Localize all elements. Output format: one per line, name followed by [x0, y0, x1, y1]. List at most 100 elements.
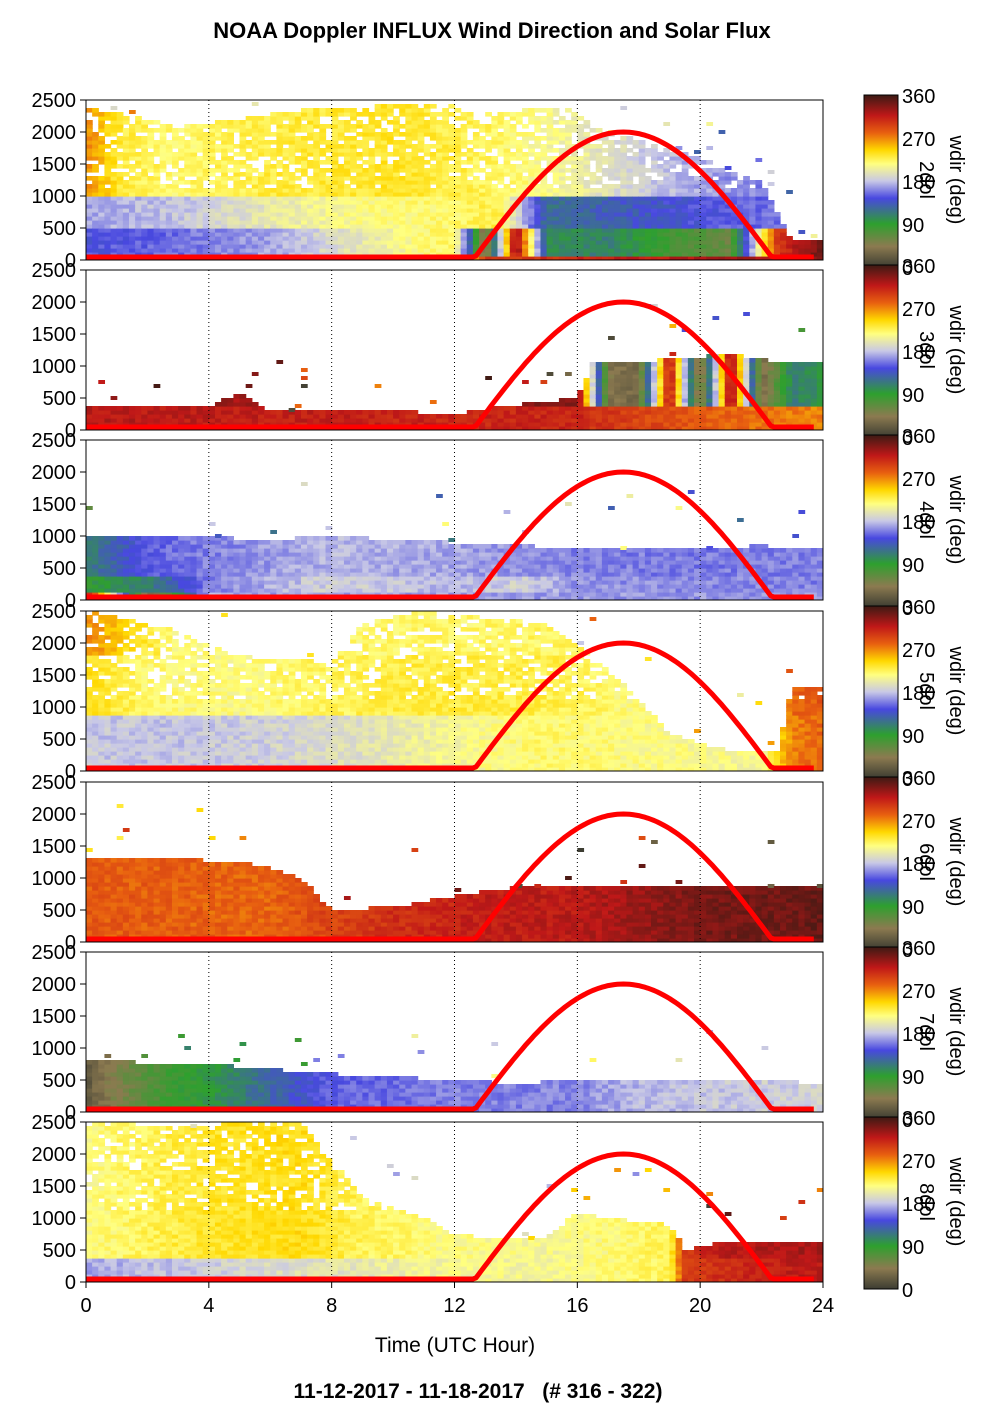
- heatmap-cell: [110, 228, 118, 233]
- heatmap-cell: [651, 212, 658, 217]
- heatmap-cell: [669, 204, 677, 209]
- heatmap-cell: [552, 410, 560, 415]
- heatmap-cell: [620, 366, 628, 371]
- heatmap-cell: [798, 418, 806, 423]
- heatmap-cell: [86, 240, 93, 245]
- heatmap-cell: [657, 192, 664, 197]
- heatmap-cell: [159, 540, 167, 545]
- heatmap-cell: [159, 144, 167, 149]
- heatmap-cell: [362, 422, 370, 427]
- heatmap-cell: [497, 136, 505, 141]
- heatmap-cell: [251, 248, 259, 253]
- heatmap-cell: [804, 406, 812, 411]
- heatmap-cell: [110, 572, 118, 577]
- heatmap-cell: [479, 152, 486, 157]
- heatmap-cell: [239, 140, 247, 145]
- heatmap-cell: [614, 244, 621, 249]
- heatmap-cell: [214, 224, 222, 229]
- heatmap-cell: [184, 252, 192, 257]
- heatmap-cell: [98, 204, 106, 209]
- heatmap-cell: [485, 376, 492, 380]
- heatmap-cell: [128, 418, 136, 423]
- heatmap-cell: [479, 188, 486, 193]
- heatmap-cell: [491, 132, 499, 137]
- heatmap-cell: [773, 240, 781, 245]
- heatmap-cell: [196, 204, 204, 209]
- heatmap-cell: [663, 418, 671, 423]
- heatmap-cell: [773, 422, 781, 427]
- heatmap-cell: [515, 120, 523, 125]
- heatmap-cell: [423, 208, 431, 213]
- heatmap-cell: [552, 120, 560, 125]
- heatmap-cell: [337, 216, 345, 221]
- heatmap-cell: [257, 192, 265, 197]
- heatmap-cell: [681, 248, 689, 253]
- heatmap-cell: [737, 256, 744, 260]
- heatmap-cell: [110, 232, 118, 237]
- heatmap-cell: [792, 370, 800, 375]
- heatmap-cell: [300, 160, 308, 165]
- heatmap-cell: [92, 212, 99, 217]
- heatmap-cell: [730, 398, 738, 403]
- heatmap-cell: [626, 256, 634, 260]
- heatmap-cell: [270, 116, 277, 121]
- heatmap-cell: [276, 360, 284, 364]
- heatmap-cell: [141, 180, 149, 185]
- heatmap-cell: [92, 252, 99, 257]
- heatmap-cell: [128, 248, 136, 253]
- heatmap-cell: [86, 548, 93, 553]
- heatmap-cell: [98, 220, 106, 225]
- heatmap-cell: [608, 418, 615, 423]
- heatmap-cell: [583, 124, 591, 129]
- heatmap-cell: [503, 228, 511, 233]
- heatmap-cell: [755, 418, 763, 423]
- heatmap-cell: [393, 224, 400, 229]
- heatmap-cell: [614, 386, 621, 391]
- heatmap-cell: [294, 128, 302, 133]
- heatmap-cell: [343, 148, 351, 153]
- heatmap-cell: [485, 172, 492, 177]
- heatmap-cell: [141, 152, 149, 157]
- heatmap-cell: [276, 144, 284, 149]
- heatmap-cell: [810, 252, 818, 257]
- heatmap-cell: [110, 396, 118, 400]
- heatmap-cell: [491, 188, 499, 193]
- heatmap-cell: [147, 228, 155, 233]
- heatmap-cell: [165, 148, 173, 153]
- heatmap-cell: [448, 220, 456, 225]
- heatmap-cell: [466, 180, 474, 185]
- heatmap-cell: [472, 120, 480, 125]
- heatmap-cell: [214, 422, 222, 427]
- heatmap-cell: [601, 410, 609, 415]
- heatmap-cell: [737, 390, 744, 395]
- heatmap-cell: [147, 128, 155, 133]
- heatmap-cell: [737, 354, 744, 359]
- heatmap-cell: [651, 390, 658, 395]
- heatmap-cell: [380, 224, 388, 229]
- heatmap-cell: [522, 224, 529, 229]
- heatmap-cell: [614, 200, 621, 205]
- heatmap-cell: [147, 152, 155, 157]
- heatmap-cell: [651, 374, 658, 379]
- heatmap-cell: [479, 410, 486, 415]
- heatmap-cell: [288, 196, 296, 201]
- heatmap-cell: [761, 378, 769, 383]
- heatmap-cell: [411, 422, 419, 427]
- heatmap-cell: [534, 144, 542, 149]
- heatmap-cell: [491, 212, 499, 217]
- heatmap-cell: [350, 228, 357, 233]
- heatmap-cell: [491, 252, 499, 257]
- heatmap-cell: [319, 208, 327, 213]
- heatmap-cell: [300, 164, 308, 169]
- heatmap-cell: [454, 108, 462, 113]
- heatmap-cell: [270, 204, 277, 209]
- heatmap-cell: [300, 414, 308, 419]
- heatmap-cell: [485, 112, 492, 117]
- heatmap-cell: [583, 236, 591, 241]
- heatmap-cell: [245, 208, 253, 213]
- heatmap-cell: [601, 426, 609, 430]
- heatmap-cell: [687, 414, 695, 419]
- heatmap-cell: [565, 200, 572, 205]
- heatmap-cell: [651, 414, 658, 419]
- heatmap-cell: [485, 132, 492, 137]
